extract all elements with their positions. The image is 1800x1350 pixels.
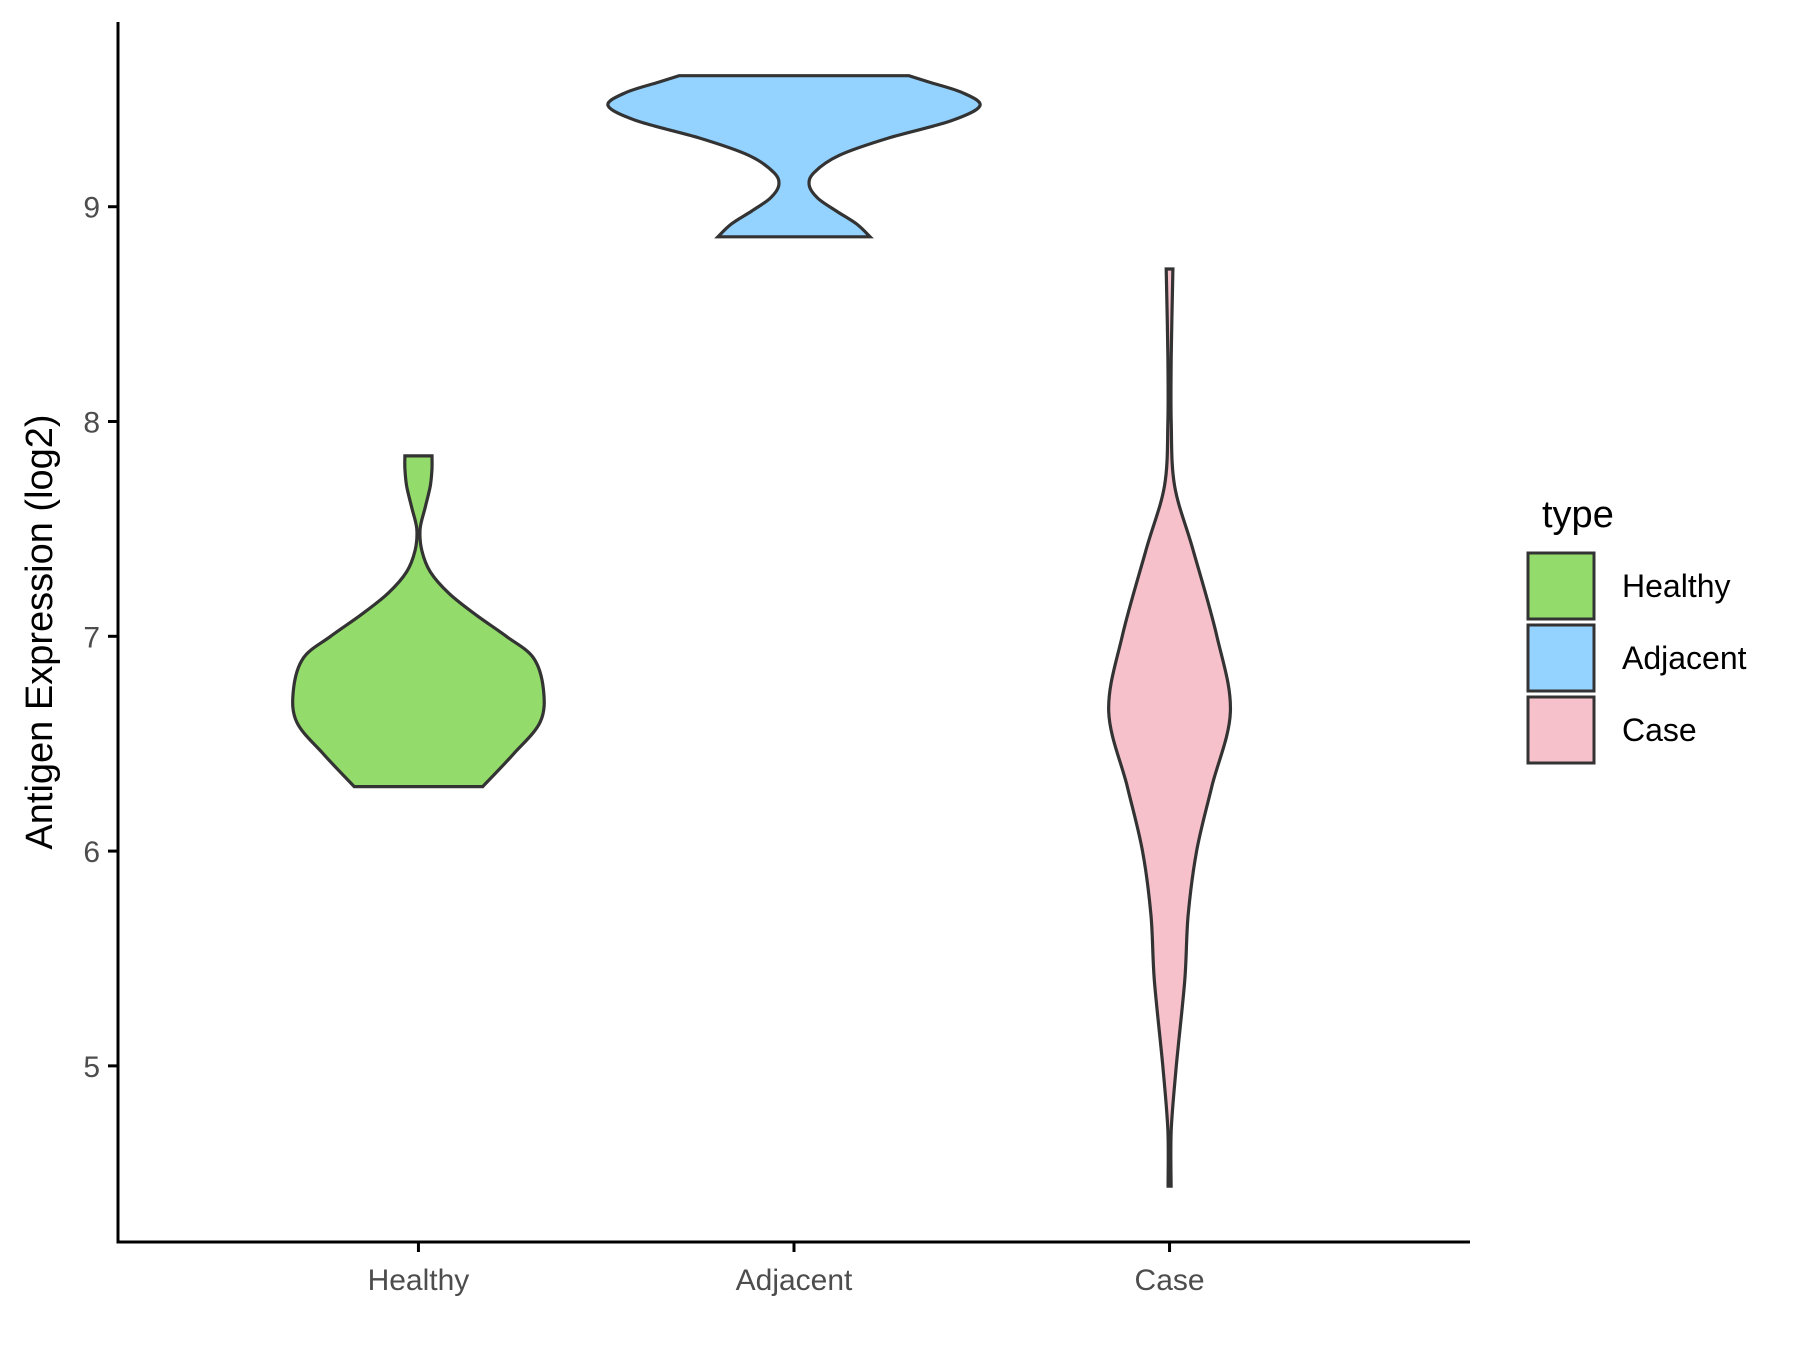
legend: type Healthy Adjacent Case — [1526, 494, 1747, 765]
y-axis-ticks: 5 6 7 8 9 — [83, 192, 118, 1084]
violin-healthy — [291, 454, 546, 789]
violin-adjacent — [606, 74, 982, 239]
legend-items: Healthy Adjacent Case — [1526, 551, 1747, 765]
y-tick-label: 5 — [83, 1051, 100, 1084]
violin-layer — [291, 74, 1233, 1188]
legend-swatch-case — [1526, 695, 1596, 765]
y-tick-label: 8 — [83, 407, 100, 440]
legend-label: Healthy — [1622, 568, 1731, 604]
violin-case — [1107, 267, 1233, 1188]
legend-label: Adjacent — [1622, 640, 1747, 676]
y-tick-label: 9 — [83, 192, 100, 225]
y-tick-label: 6 — [83, 836, 100, 869]
legend-swatch-adjacent — [1526, 623, 1596, 693]
y-tick-label: 7 — [83, 621, 100, 654]
legend-swatch-healthy — [1526, 551, 1596, 621]
y-axis-title: Antigen Expression (log2) — [19, 414, 61, 849]
legend-title: type — [1542, 494, 1614, 536]
x-tick-label: Adjacent — [736, 1264, 853, 1297]
x-tick-label: Healthy — [368, 1264, 470, 1297]
x-axis-ticks: Healthy Adjacent Case — [368, 1242, 1205, 1297]
x-tick-label: Case — [1135, 1264, 1205, 1297]
legend-label: Case — [1622, 712, 1697, 748]
